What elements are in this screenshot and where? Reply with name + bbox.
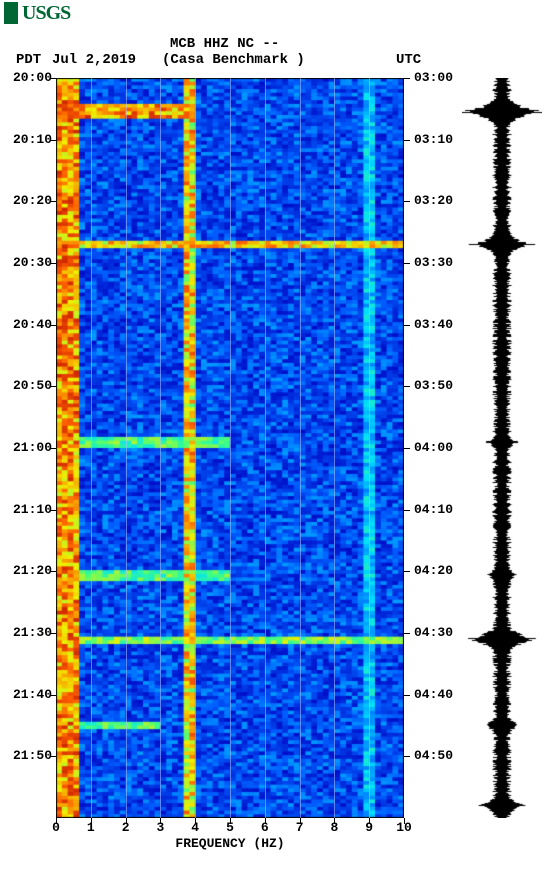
ytick-left-label: 20:30 (2, 255, 52, 270)
xtick-label: 4 (191, 820, 199, 835)
xtick-label: 10 (396, 820, 412, 835)
xtick-label: 2 (122, 820, 130, 835)
ytick-left-label: 20:00 (2, 70, 52, 85)
plot-region: 20:0020:1020:2020:3020:4020:5021:0021:10… (0, 78, 552, 888)
ytick-left-label: 21:40 (2, 687, 52, 702)
header-site-name: (Casa Benchmark ) (162, 52, 305, 68)
header-pdt-label: PDT (16, 52, 41, 68)
xtick-label: 5 (226, 820, 234, 835)
xtick-label: 1 (87, 820, 95, 835)
ytick-right-label: 04:10 (414, 502, 453, 517)
header-station: MCB HHZ NC -- (170, 36, 279, 52)
ytick-right-label: 04:20 (414, 563, 453, 578)
ytick-left-label: 21:30 (2, 625, 52, 640)
ytick-right-label: 04:50 (414, 748, 453, 763)
waveform-panel (462, 78, 542, 818)
usgs-logo-text: USGS (4, 2, 70, 24)
ytick-left-label: 21:20 (2, 563, 52, 578)
ytick-right-label: 03:40 (414, 317, 453, 332)
xtick-label: 8 (330, 820, 338, 835)
ytick-left-label: 21:00 (2, 440, 52, 455)
ytick-right-label: 04:30 (414, 625, 453, 640)
header-date: Jul 2,2019 (52, 52, 136, 68)
ytick-right-label: 03:50 (414, 378, 453, 393)
ytick-right-label: 03:10 (414, 132, 453, 147)
ytick-left-label: 20:20 (2, 193, 52, 208)
xtick-label: 9 (365, 820, 373, 835)
header-utc-label: UTC (396, 52, 421, 68)
xtick-label: 0 (52, 820, 60, 835)
ytick-right-label: 03:00 (414, 70, 453, 85)
ytick-right-label: 03:30 (414, 255, 453, 270)
ytick-right-label: 03:20 (414, 193, 453, 208)
ytick-right-label: 04:00 (414, 440, 453, 455)
xtick-label: 6 (261, 820, 269, 835)
ytick-left-label: 21:10 (2, 502, 52, 517)
ytick-left-label: 21:50 (2, 748, 52, 763)
x-axis-label: FREQUENCY (HZ) (56, 836, 404, 851)
usgs-logo: USGS (4, 4, 70, 24)
waveform-canvas (462, 78, 542, 818)
xtick-label: 3 (156, 820, 164, 835)
ytick-right-label: 04:40 (414, 687, 453, 702)
ytick-left-label: 20:10 (2, 132, 52, 147)
ytick-left-label: 20:40 (2, 317, 52, 332)
ytick-left-label: 20:50 (2, 378, 52, 393)
xtick-label: 7 (296, 820, 304, 835)
